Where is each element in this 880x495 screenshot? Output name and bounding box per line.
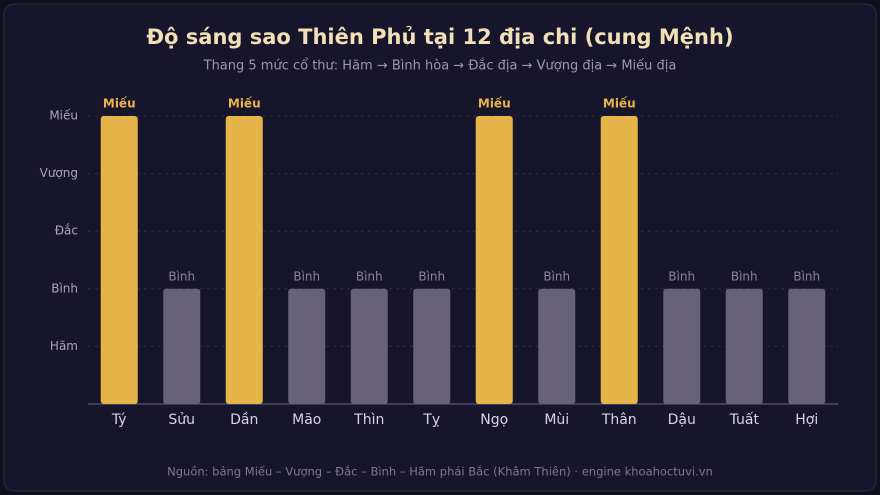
x-tick-label: Thân bbox=[601, 412, 637, 428]
value-label: Bình bbox=[793, 269, 820, 283]
bar bbox=[350, 288, 388, 404]
value-label: Miếu bbox=[103, 97, 136, 111]
bar bbox=[663, 288, 701, 404]
bar bbox=[225, 116, 263, 404]
chart-subtitle: Thang 5 mức cổ thư: Hãm → Bình hòa → Đắc… bbox=[203, 59, 677, 74]
x-tick-label: Tỵ bbox=[422, 412, 440, 428]
bar bbox=[538, 288, 576, 404]
y-tick-label: Vượng bbox=[40, 166, 78, 180]
bar bbox=[100, 116, 138, 404]
x-tick-label: Sửu bbox=[168, 412, 195, 428]
y-tick-label: Hãm bbox=[50, 339, 78, 353]
value-label: Bình bbox=[293, 269, 320, 283]
bar bbox=[288, 288, 326, 404]
bar bbox=[413, 288, 451, 404]
x-tick-label: Tý bbox=[111, 412, 127, 428]
x-tick-label: Ngọ bbox=[480, 412, 508, 428]
chart-title: Độ sáng sao Thiên Phủ tại 12 địa chi (cu… bbox=[146, 25, 733, 49]
bar bbox=[600, 116, 638, 404]
source-note: Nguồn: bảng Miếu – Vượng – Đắc – Bình – … bbox=[167, 465, 713, 479]
x-tick-label: Mão bbox=[292, 412, 321, 428]
y-tick-label: Miếu bbox=[49, 109, 78, 123]
x-tick-label: Dần bbox=[230, 412, 258, 428]
bar bbox=[788, 288, 826, 404]
card bbox=[3, 3, 877, 492]
y-tick-label: Bình bbox=[51, 281, 78, 295]
bar bbox=[163, 288, 201, 404]
bar bbox=[725, 288, 763, 404]
value-label: Miếu bbox=[478, 97, 511, 111]
x-tick-label: Dậu bbox=[668, 412, 696, 428]
x-tick-label: Thìn bbox=[353, 412, 384, 428]
value-label: Miếu bbox=[228, 97, 261, 111]
x-tick-label: Tuất bbox=[729, 412, 760, 428]
value-label: Bình bbox=[168, 269, 195, 283]
x-tick-label: Mùi bbox=[544, 412, 569, 428]
value-label: Miếu bbox=[603, 97, 636, 111]
value-label: Bình bbox=[731, 269, 758, 283]
x-tick-label: Hợi bbox=[795, 412, 818, 428]
bar bbox=[475, 116, 513, 404]
y-tick-label: Đắc bbox=[55, 224, 78, 238]
value-label: Bình bbox=[418, 269, 445, 283]
value-label: Bình bbox=[356, 269, 383, 283]
value-label: Bình bbox=[668, 269, 695, 283]
value-label: Bình bbox=[543, 269, 570, 283]
